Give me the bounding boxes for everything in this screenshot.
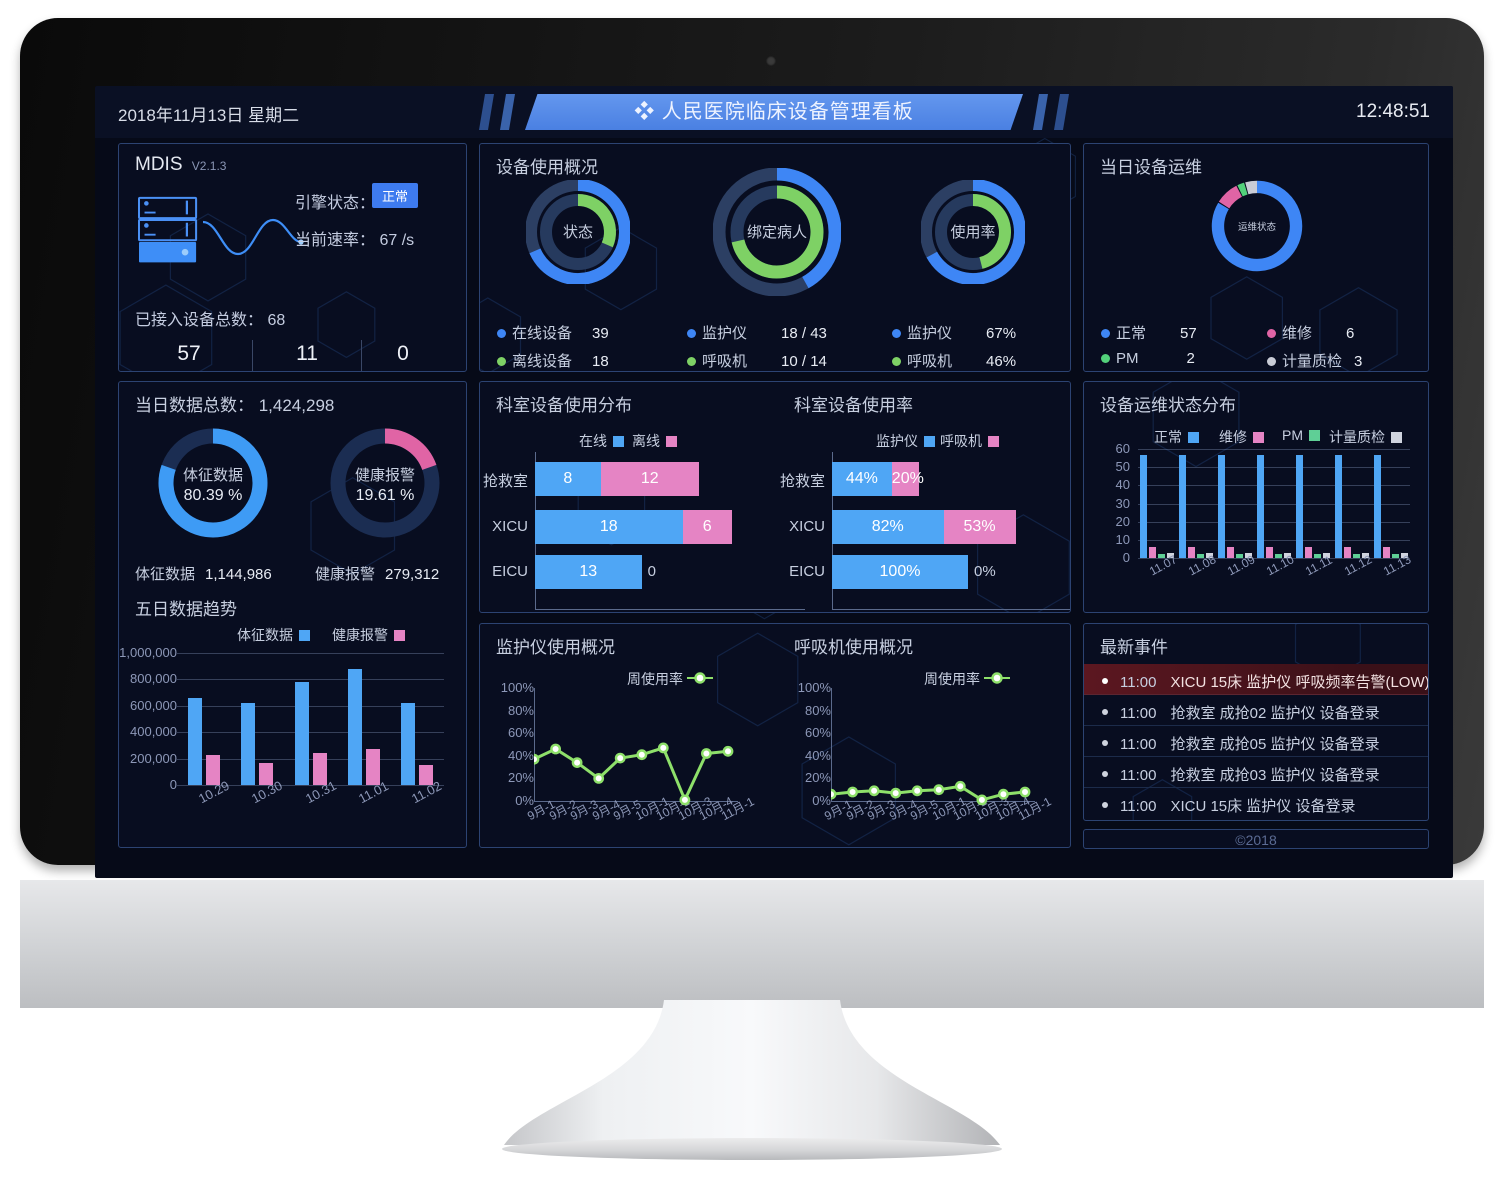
svg-text:使用率: 使用率 [950,224,995,241]
svg-text:状态: 状态 [563,224,593,241]
svg-text:运维状态: 运维状态 [1238,221,1277,233]
svg-text:绑定病人: 绑定病人 [747,224,807,241]
